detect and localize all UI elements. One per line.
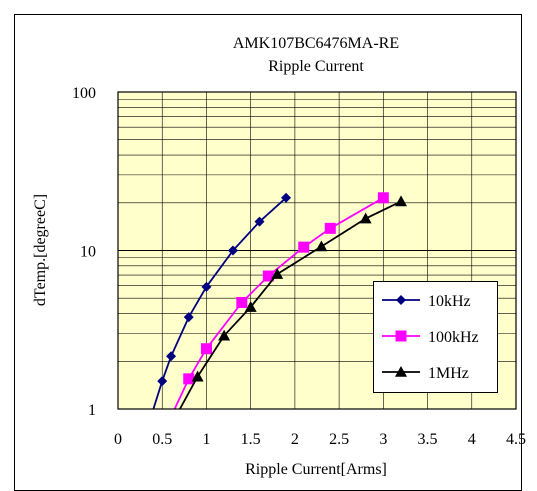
series-layer (152, 192, 408, 410)
plot-border (117, 91, 517, 410)
data-point-1mhz (271, 268, 284, 279)
y-tick-label: 100 (72, 85, 96, 102)
x-tick-label: 2.5 (329, 431, 349, 448)
x-tick-label: 2 (291, 431, 299, 448)
data-point-1mhz (395, 195, 408, 207)
legend-marker-1mhz (395, 366, 407, 377)
legend-marker-100khz (395, 330, 407, 342)
data-point-1mhz (315, 240, 328, 252)
data-point-10khz (157, 376, 168, 387)
data-point-1mhz (218, 329, 231, 341)
x-tick-labels: 0 0.5 1 1.5 2 2.5 3 3.5 4 4.5 (114, 431, 526, 448)
legend-label-100khz: 100kHz (428, 329, 479, 346)
data-point-100khz (298, 241, 310, 253)
series-line-10khz (152, 197, 287, 410)
x-tick-label: 4 (468, 431, 476, 448)
x-tick-label: 4.5 (506, 431, 526, 448)
data-point-10khz (201, 281, 212, 292)
y-tick-label: 10 (80, 244, 96, 261)
y-tick-label: 1 (88, 402, 96, 419)
x-tick-label: 1 (202, 431, 210, 448)
x-tick-label: 3 (379, 431, 387, 448)
data-point-10khz (227, 245, 238, 256)
x-tick-label: 3.5 (418, 431, 438, 448)
data-point-1mhz (244, 301, 257, 312)
x-tick-label: 0 (114, 431, 122, 448)
y-tick-labels: 1 10 100 (72, 85, 96, 419)
data-point-100khz (200, 343, 212, 355)
x-tick-label: 0.5 (152, 431, 172, 448)
data-point-10khz (183, 312, 194, 323)
data-point-10khz (166, 351, 177, 362)
data-point-10khz (254, 216, 265, 227)
legend-label-1mhz: 1MHz (428, 365, 469, 382)
data-point-1mhz (359, 212, 372, 224)
x-axis-label: Ripple Current[Arms] (245, 461, 387, 478)
series-line-1mhz (179, 200, 402, 410)
legend-marker-10khz (396, 295, 406, 305)
legend-label-10khz: 10kHz (428, 293, 471, 310)
data-point-10khz (281, 192, 292, 203)
chart-subtitle: Ripple Current (268, 58, 364, 75)
data-point-100khz (324, 222, 336, 234)
data-point-100khz (262, 270, 274, 282)
x-tick-label: 1.5 (241, 431, 261, 448)
data-point-100khz (183, 373, 195, 385)
grid-lines (118, 92, 516, 409)
chart-title: AMK107BC6476MA-RE (233, 35, 399, 52)
legend: 10kHz 100kHz 1MHz (373, 281, 498, 393)
data-point-100khz (377, 192, 389, 204)
data-point-100khz (236, 296, 248, 308)
y-axis-label: dTemp.[degreeC] (32, 194, 49, 306)
data-point-1mhz (191, 370, 204, 382)
legend-items: 10kHz 100kHz 1MHz (382, 293, 479, 382)
